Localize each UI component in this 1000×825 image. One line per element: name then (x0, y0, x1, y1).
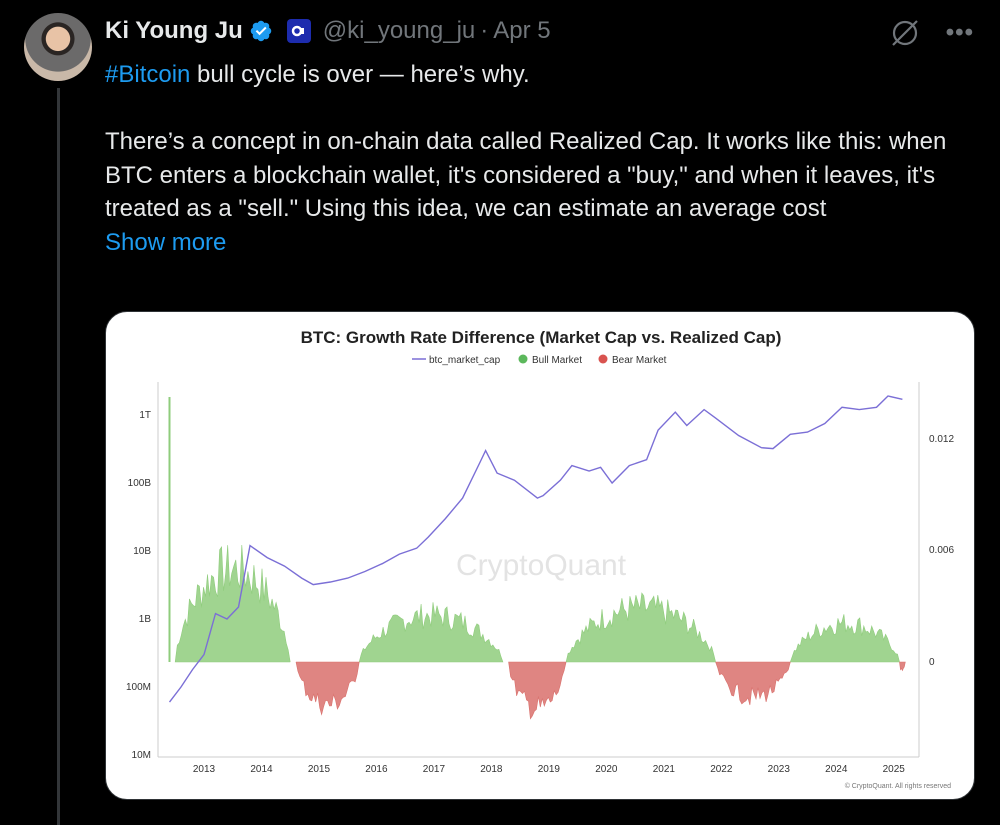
legend-bear: Bear Market (612, 355, 667, 366)
chart-title: BTC: Growth Rate Difference (Market Cap … (301, 328, 782, 347)
x-axis-tick: 2016 (365, 764, 388, 775)
x-axis-tick: 2018 (480, 764, 503, 775)
grok-icon[interactable] (888, 16, 922, 50)
chart-image[interactable]: BTC: Growth Rate Difference (Market Cap … (105, 311, 975, 800)
x-axis-tick: 2021 (653, 764, 676, 775)
bull-market-area (174, 544, 291, 663)
bear-market-area (899, 661, 906, 672)
x-axis-tick: 2013 (193, 764, 216, 775)
chart-legend: btc_market_cap Bull Market Bear Market (412, 354, 667, 366)
bear-market-area (295, 661, 360, 716)
bull-market-area (790, 614, 900, 663)
tweet-body: There’s a concept in on-chain data calle… (105, 128, 947, 222)
plot-area (157, 382, 920, 758)
chart-copyright: © CryptoQuant. All rights reserved (845, 782, 951, 790)
x-axis-tick: 2019 (538, 764, 561, 775)
legend-bull: Bull Market (532, 355, 582, 366)
tweet-header: Ki Young Ju @ki_young_ju · Apr 5 (105, 14, 551, 48)
left-axis-tick: 10B (133, 546, 151, 557)
tweet-first-line-text: bull cycle is over — here’s why. (190, 61, 530, 88)
hashtag-link[interactable]: #Bitcoin (105, 61, 191, 88)
verified-badge-icon[interactable] (249, 19, 273, 43)
author-handle[interactable]: @ki_young_ju (322, 17, 476, 44)
avatar[interactable] (24, 13, 92, 81)
x-axis-tick: 2015 (308, 764, 331, 775)
axis-ticks: 1T 100B 10B 1B 100M 10M 0.012 0.006 0 2013 2014 201… (126, 410, 954, 775)
bull-market-area (565, 592, 716, 663)
x-axis-tick: 2014 (250, 764, 273, 775)
author-name[interactable]: Ki Young Ju (105, 17, 243, 44)
market-cap-line (168, 395, 903, 703)
left-axis-tick: 10M (132, 750, 151, 761)
left-axis-tick: 100M (126, 682, 151, 693)
x-axis-tick: 2020 (595, 764, 618, 775)
right-axis-tick: 0.006 (929, 545, 954, 556)
right-axis-tick: 0.012 (929, 434, 954, 445)
bull-market-area (358, 602, 504, 663)
separator-dot: · (480, 17, 489, 44)
legend-line: btc_market_cap (429, 355, 501, 366)
affiliate-badge-icon[interactable] (286, 19, 311, 43)
show-more-link[interactable]: Show more (105, 228, 227, 256)
more-icon[interactable]: ••• (945, 19, 974, 46)
left-axis-tick: 100B (128, 478, 152, 489)
x-axis-tick: 2025 (883, 764, 906, 775)
bear-market-area (508, 661, 567, 720)
x-axis-tick: 2024 (825, 764, 848, 775)
chart-watermark: CryptoQuant (456, 549, 627, 582)
x-axis-tick: 2017 (423, 764, 446, 775)
x-axis-tick: 2023 (768, 764, 791, 775)
tweet-first-line: #Bitcoin bull cycle is over — here’s why… (105, 58, 965, 92)
chart-svg: BTC: Growth Rate Difference (Market Cap … (126, 328, 954, 790)
right-axis-tick: 0 (929, 657, 935, 668)
left-axis-tick: 1T (139, 410, 151, 421)
left-axis-tick: 1B (139, 614, 152, 625)
tweet-text: #Bitcoin bull cycle is over — here’s why… (105, 58, 965, 259)
bear-market-area (715, 661, 791, 706)
post-date[interactable]: Apr 5 (493, 17, 551, 44)
thread-line (57, 88, 60, 825)
x-axis-tick: 2022 (710, 764, 733, 775)
tweet-actions-top: ••• (888, 16, 974, 50)
